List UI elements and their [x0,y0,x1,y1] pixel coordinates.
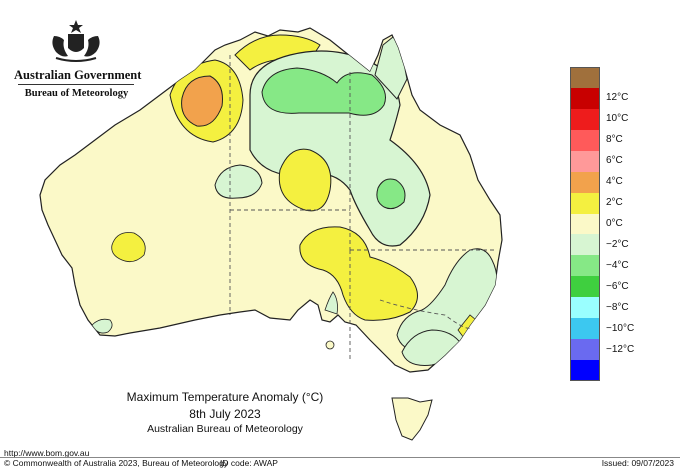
legend-swatch [570,67,600,88]
anomaly-warm-sa [299,226,418,321]
id-code: ID code: AWAP [220,458,278,468]
legend-swatch [570,255,600,277]
legend-label: −4°C [606,259,629,271]
legend-swatch [570,87,600,109]
government-title: Australian Government [14,68,142,82]
map-title: Maximum Temperature Anomaly (°C) [126,390,324,404]
legend-label: −10°C [606,322,635,334]
legend-label: −8°C [606,301,629,313]
kangaroo-island [325,340,335,350]
legend-label: 12°C [606,92,629,104]
legend-swatch [570,192,600,214]
coat-of-arms-icon [52,20,100,62]
legend-swatch [570,108,600,130]
anomaly-warm-topend [234,34,321,71]
header-divider [18,84,134,85]
anomaly-cold-north [261,67,386,116]
footer-divider [0,457,680,458]
bom-website-link[interactable]: http://www.bom.gov.au [4,448,90,458]
legend-label: −2°C [606,238,629,250]
legend-label: 6°C [606,155,623,167]
state-borders [229,55,495,362]
legend-label: 4°C [606,176,623,188]
copyright-text: © Commonwealth of Australia 2023, Bureau… [4,458,229,468]
anomaly-cool-eyre [324,291,338,315]
legend-label: 8°C [606,134,623,146]
bureau-title: Bureau of Meteorology [24,88,129,99]
legend-swatch [570,318,600,340]
anomaly-warm-wa [111,232,146,263]
anomaly-warm-central [278,148,332,212]
issued-date: Issued: 09/07/2023 [601,458,674,468]
legend-swatch [570,276,600,298]
legend-swatch [570,234,600,256]
government-logo: Australian Government Bureau of Meteorol… [6,8,141,99]
legend-swatch [570,171,600,193]
map-date: 8th July 2023 [189,407,261,421]
map-source: Australian Bureau of Meteorology [147,423,303,435]
tasmania [391,397,433,441]
anomaly-hot-kimberley [181,75,223,127]
legend-label: 10°C [606,113,629,125]
legend-swatch [570,360,600,381]
legend-label: 2°C [606,197,623,209]
legend-swatch [570,129,600,151]
legend-swatch [570,213,600,235]
legend-label: −12°C [606,343,635,355]
legend-label: 0°C [606,218,623,229]
legend-label: −6°C [606,280,629,292]
legend-swatch [570,150,600,172]
anomaly-cool-southwest [91,318,113,334]
legend-swatch [570,297,600,319]
legend-swatch [570,339,600,361]
anomaly-cold-qld [376,178,406,210]
